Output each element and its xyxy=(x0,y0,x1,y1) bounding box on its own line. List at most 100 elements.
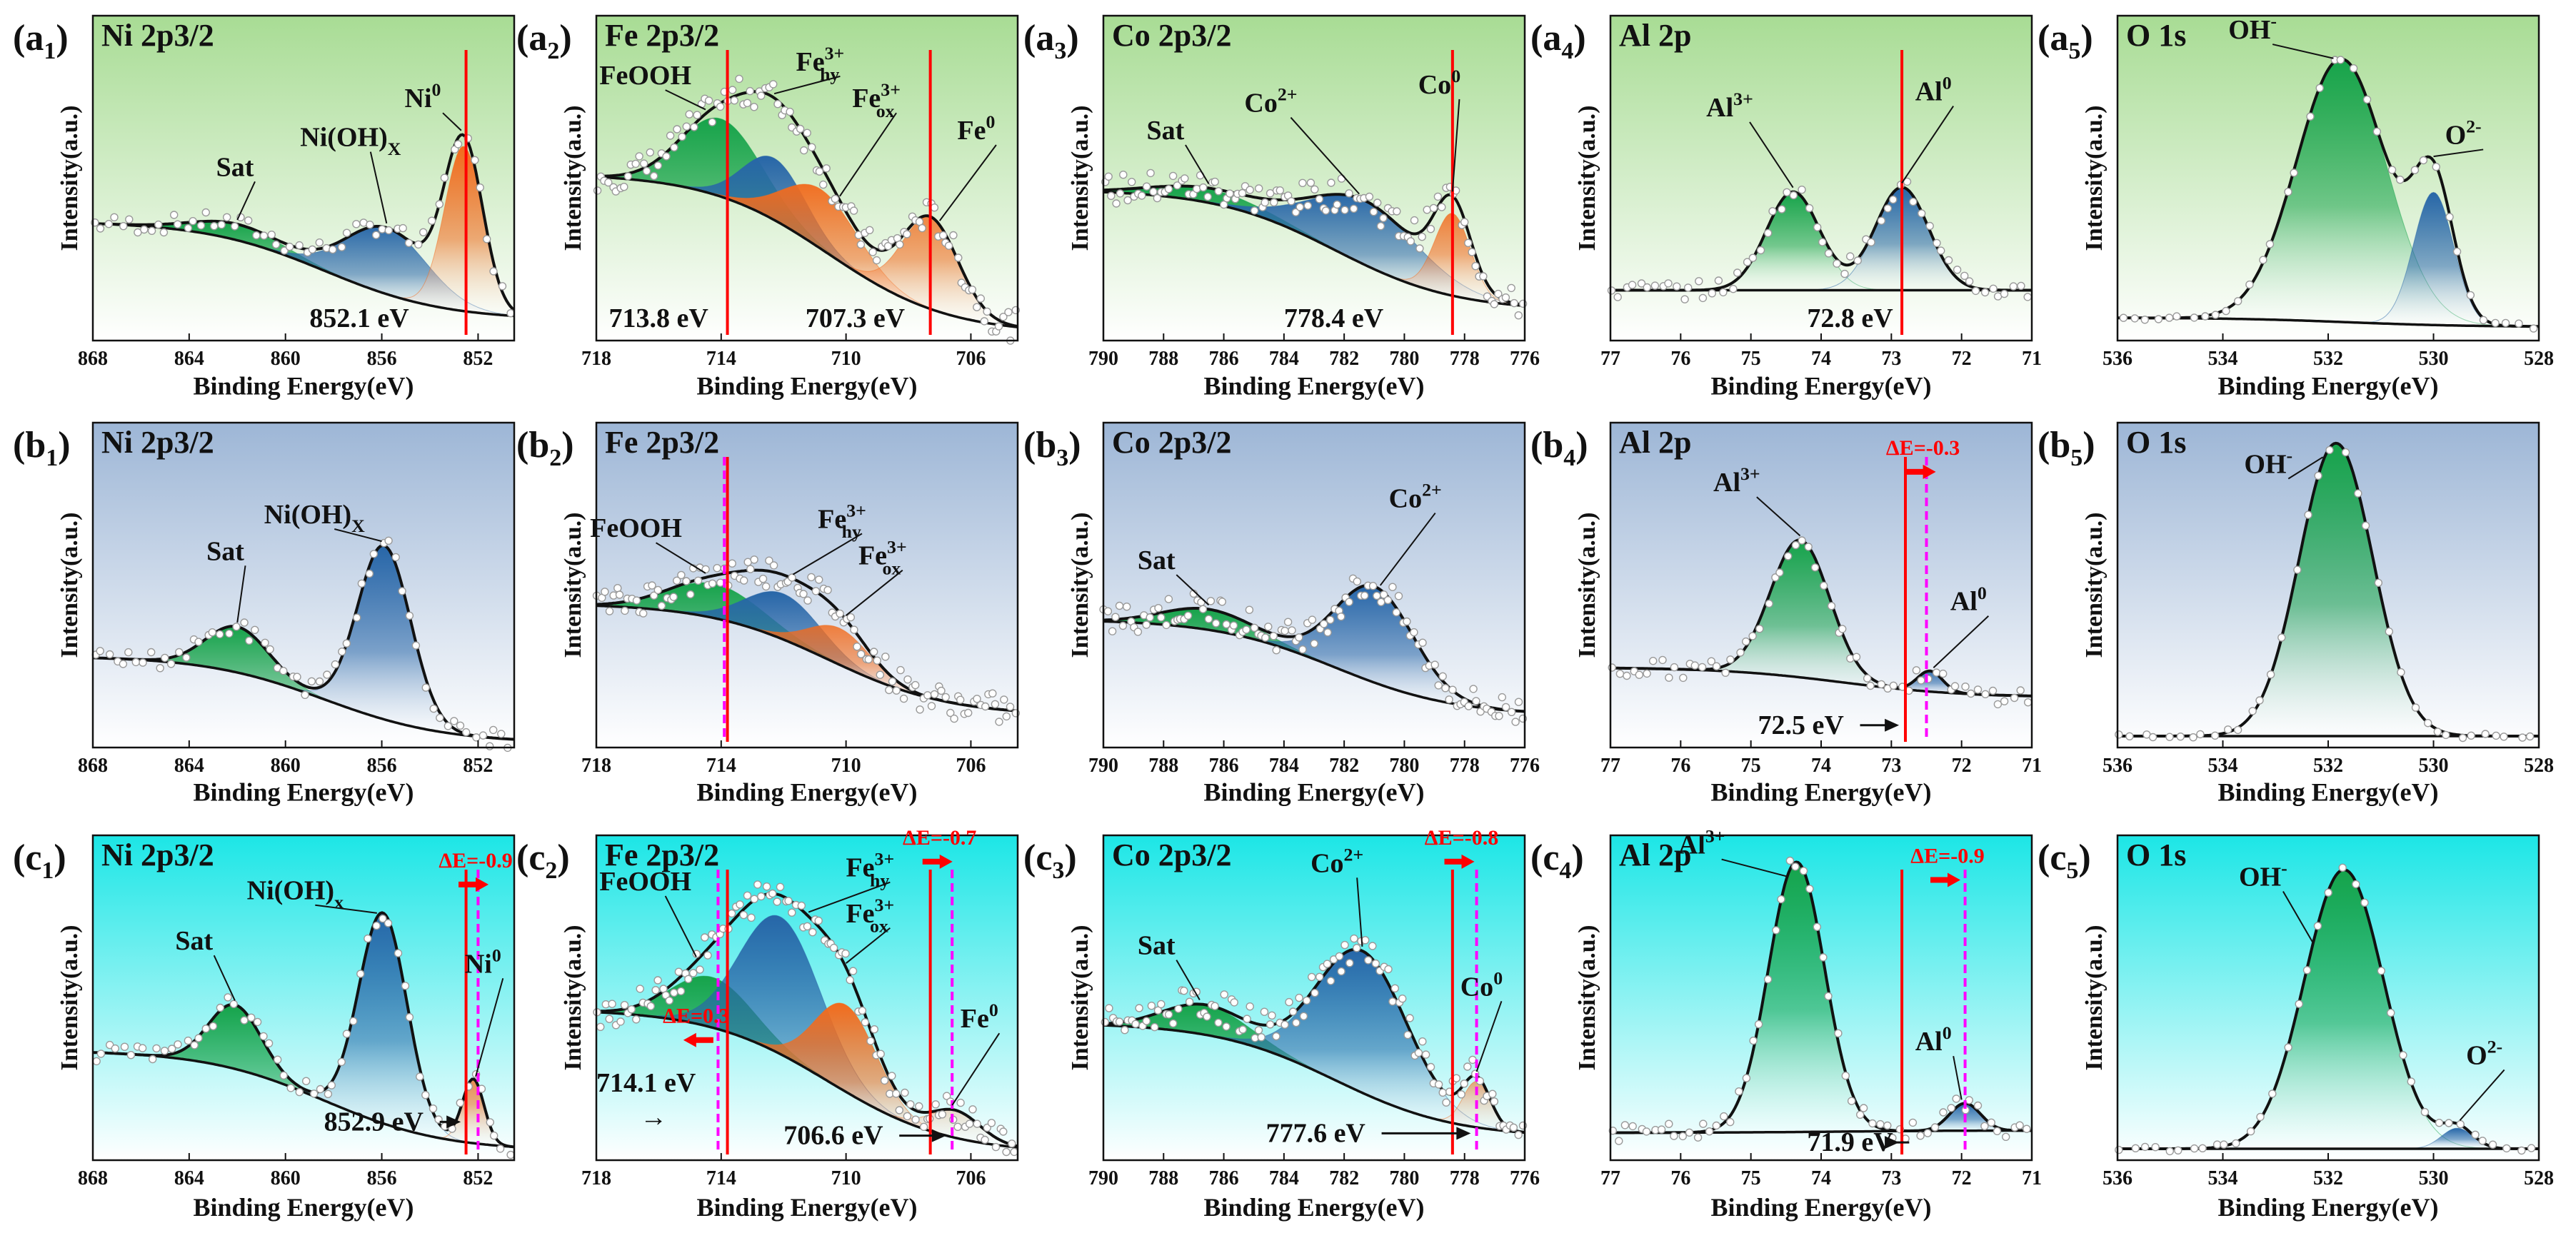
data-point xyxy=(1980,288,1990,297)
data-point xyxy=(739,910,748,920)
delta-arrow-shaft xyxy=(458,881,478,887)
annotation-leader xyxy=(808,881,891,913)
envelope-curve xyxy=(1103,947,1525,1134)
annotation-leader xyxy=(665,89,706,111)
data-point xyxy=(1670,1132,1678,1140)
data-point xyxy=(1685,1128,1694,1137)
data-point xyxy=(1917,676,1925,685)
envelope-curve xyxy=(596,568,1018,713)
x-tick-label: 75 xyxy=(1741,755,1761,777)
peak-label: Fe3+ ox xyxy=(846,895,894,937)
energy-arrowhead xyxy=(1456,1127,1471,1140)
data-point xyxy=(1699,1119,1708,1128)
data-point xyxy=(1142,182,1151,191)
data-point xyxy=(1149,187,1158,196)
data-point xyxy=(1637,279,1646,288)
energy-label: 72.5 eV xyxy=(1758,710,1845,740)
data-point xyxy=(1138,191,1146,200)
x-tick-label: 778 xyxy=(1450,755,1480,777)
x-tick-label: 784 xyxy=(1269,1167,1299,1189)
delta-e-label: ΔE=-0.3 xyxy=(1886,436,1960,460)
delta-e-label: ΔE=0.3 xyxy=(663,1005,729,1028)
data-point xyxy=(2196,730,2205,739)
data-point xyxy=(342,228,351,237)
data-point xyxy=(2515,319,2523,328)
data-point xyxy=(2259,256,2267,264)
data-point xyxy=(271,240,281,249)
data-point xyxy=(758,575,768,583)
energy-label: 71.9 eV xyxy=(1807,1127,1893,1157)
data-point xyxy=(623,172,633,181)
data-point xyxy=(1310,639,1319,648)
x-axis-label: Binding Energy(eV) xyxy=(1203,778,1424,806)
delta-arrow-shaft xyxy=(694,1037,713,1043)
peak-label: Fe0 xyxy=(957,111,995,146)
x-axis-label: Binding Energy(eV) xyxy=(696,372,917,401)
data-point xyxy=(2432,162,2440,171)
data-point xyxy=(1615,670,1625,678)
data-point xyxy=(1798,186,1806,194)
data-point xyxy=(353,613,361,622)
x-tick-label: 714 xyxy=(706,1167,736,1189)
data-point xyxy=(730,96,739,105)
data-point xyxy=(911,680,920,690)
x-tick-label: 852 xyxy=(463,348,493,370)
data-point xyxy=(1326,615,1335,624)
delta-arrow-shaft xyxy=(922,858,941,865)
data-point xyxy=(1791,540,1800,550)
data-point xyxy=(684,975,693,984)
data-point xyxy=(708,118,716,126)
data-point xyxy=(1813,223,1822,231)
data-point xyxy=(786,107,794,116)
energy-arrowhead xyxy=(931,1129,946,1142)
data-point xyxy=(1116,189,1125,198)
data-point xyxy=(110,213,119,221)
data-point xyxy=(1514,1130,1523,1139)
data-point xyxy=(1714,276,1723,285)
y-axis-label: Intensity(a.u.) xyxy=(1067,105,1093,251)
data-point xyxy=(2456,1119,2465,1129)
data-point xyxy=(2293,565,2302,574)
data-point xyxy=(1733,268,1742,277)
data-point xyxy=(1877,216,1886,225)
data-point xyxy=(1834,1029,1843,1038)
data-point xyxy=(1960,271,1969,280)
data-point xyxy=(2407,1077,2415,1086)
data-point xyxy=(865,226,874,234)
x-axis: 790 788 786 784 782 780 778 776 xyxy=(1088,1153,1540,1189)
annotation-leader xyxy=(369,151,388,224)
x-axis: 790 788 786 784 782 780 778 776 xyxy=(1088,333,1540,370)
data-point xyxy=(1323,628,1332,637)
data-point xyxy=(1153,193,1162,203)
panel-b1: Ni 2p3/2 (b1) Sat Ni(OH)X 868 864 860 856 852 Bin… xyxy=(13,421,516,806)
x-tick-label: 536 xyxy=(2103,1167,2133,1189)
data-point xyxy=(2518,733,2527,742)
data-point xyxy=(2174,1146,2182,1155)
data-point xyxy=(302,1077,311,1085)
data-point xyxy=(2245,280,2254,289)
data-point xyxy=(896,240,904,249)
data-point xyxy=(1950,682,1960,690)
data-point xyxy=(1693,1133,1703,1142)
data-point xyxy=(1947,1104,1955,1112)
data-point xyxy=(240,618,249,627)
data-point xyxy=(1264,623,1273,631)
data-point xyxy=(405,611,414,620)
data-point xyxy=(104,220,114,228)
data-point xyxy=(963,708,973,718)
data-point xyxy=(189,217,197,226)
data-point xyxy=(279,667,288,675)
data-point xyxy=(315,238,324,247)
data-point xyxy=(1695,277,1703,286)
panel-label: (c2) xyxy=(516,837,570,884)
delta-arrow-shaft xyxy=(1905,468,1925,475)
panel-title: Co 2p3/2 xyxy=(1112,425,1231,460)
x-axis-label: Binding Energy(eV) xyxy=(696,1193,917,1222)
peak-label: Al0 xyxy=(1915,1022,1952,1057)
data-point xyxy=(716,102,725,111)
x-tick-label: 75 xyxy=(1741,348,1761,370)
annotation-leader xyxy=(2287,456,2324,480)
data-point xyxy=(1192,184,1201,193)
data-point xyxy=(2395,175,2405,184)
data-point xyxy=(2151,1142,2160,1152)
